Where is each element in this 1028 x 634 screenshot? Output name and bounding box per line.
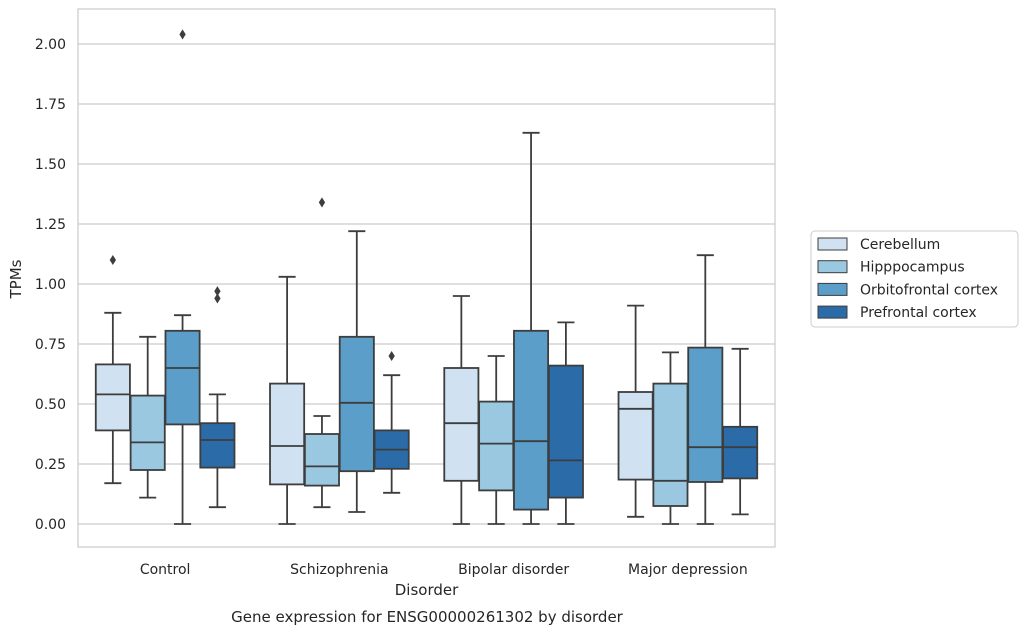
box-plot [373, 350, 410, 494]
x-tick-label: Bipolar disorder [458, 562, 569, 578]
box-plot [617, 304, 654, 518]
box-plot [443, 295, 480, 525]
legend-swatch [817, 282, 848, 296]
box [129, 394, 166, 471]
y-tick-label: 1.00 [35, 277, 66, 293]
legend-swatch [817, 260, 848, 274]
legend: Cerebellum Hipppocampus Orbitofrontal cort… [810, 230, 1019, 328]
box [722, 425, 759, 480]
y-tick-label: 0.50 [35, 397, 66, 413]
legend-label: Cerebellum [860, 237, 940, 253]
series-prefrontal-cortex [199, 286, 759, 525]
legend-label: Hipppocampus [860, 260, 965, 276]
box-plot [338, 230, 375, 513]
box-plot [478, 355, 515, 525]
box [443, 367, 480, 482]
outlier-point [318, 197, 326, 208]
y-tick-label: 0.75 [35, 337, 66, 353]
y-tick-label: 0.00 [35, 517, 66, 533]
box-series [94, 29, 759, 525]
x-tick-label: Control [140, 562, 191, 578]
outlier-point [214, 286, 221, 297]
box [269, 382, 306, 486]
y-tick-label: 1.25 [35, 217, 66, 233]
x-tick-label: Major depression [628, 562, 748, 578]
box [478, 400, 515, 492]
box [94, 363, 131, 432]
series-hipppocampus [129, 197, 689, 525]
y-tick-label: 1.50 [35, 157, 66, 173]
outlier-point [214, 293, 221, 304]
box [652, 382, 689, 507]
box-plot [547, 321, 584, 525]
legend-swatch [817, 237, 848, 251]
box-plot [687, 254, 724, 525]
box-plot [652, 351, 689, 525]
box [617, 391, 654, 481]
box-plot [164, 29, 201, 525]
box [338, 335, 375, 473]
x-tick-labels: Control Schizophrenia Bipolar disorder Majo… [140, 562, 748, 578]
box [687, 346, 724, 483]
box [199, 422, 236, 469]
y-tick-label: 0.25 [35, 457, 66, 473]
y-axis-title: TPMs [7, 259, 25, 299]
box [303, 433, 340, 487]
legend-label: Prefrontal cortex [860, 305, 977, 321]
box [513, 329, 550, 511]
y-tick-label: 1.75 [35, 97, 66, 113]
legend-box [810, 230, 1019, 328]
y-tick-labels: 0.00 0.25 0.50 0.75 1.00 1.25 1.50 1.75 2.00 [35, 37, 66, 533]
box-plot [129, 335, 166, 499]
series-cerebellum [94, 254, 654, 525]
box-plot [269, 275, 306, 525]
y-tick-label: 2.00 [35, 37, 66, 53]
box-plot [199, 286, 236, 509]
legend-swatch [817, 305, 848, 319]
box [547, 364, 584, 499]
outlier-point [388, 350, 395, 362]
plot-frame [77, 8, 776, 548]
x-axis-title: Disorder [395, 581, 459, 599]
outlier-point [109, 254, 116, 266]
figure-caption: Gene expression for ENSG00000261302 by d… [231, 608, 624, 626]
outlier-point [179, 29, 186, 40]
box [164, 329, 201, 426]
legend-label: Orbitofrontal cortex [860, 282, 998, 298]
x-tick-label: Schizophrenia [290, 562, 388, 578]
box-plot [722, 347, 759, 516]
box-plot [303, 197, 340, 509]
